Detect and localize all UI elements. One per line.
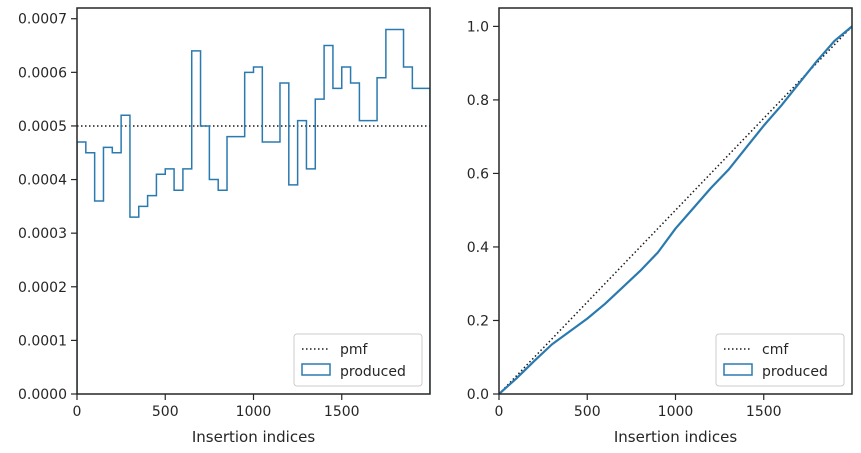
pmf-x-tick-label: 1000 bbox=[236, 404, 272, 420]
pmf-x-axis-label: Insertion indices bbox=[192, 428, 315, 446]
pmf-y-tick-label: 0.0005 bbox=[18, 119, 67, 135]
cmf-legend-box bbox=[715, 333, 845, 387]
cmf-series-group bbox=[499, 25, 852, 394]
cmf-x-tick-label: 0 bbox=[495, 404, 504, 420]
cmf-y-ticks: 0.0 0.2 0.4 0.6 0.8 1.0 bbox=[467, 19, 499, 403]
cmf-legend: cmf produced bbox=[715, 333, 845, 387]
pmf-x-tick-label: 1500 bbox=[324, 404, 360, 420]
cmf-x-axis-label: Insertion indices bbox=[614, 428, 737, 446]
pmf-y-tick-label: 0.0006 bbox=[18, 65, 67, 81]
pmf-x-tick-label: 500 bbox=[152, 404, 179, 420]
pmf-y-tick-label: 0.0001 bbox=[18, 333, 67, 349]
pmf-x-ticks: 0 500 1000 1500 bbox=[73, 394, 360, 420]
cmf-y-tick-label: 0.6 bbox=[467, 166, 489, 182]
cmf-x-tick-label: 1500 bbox=[746, 404, 782, 420]
cmf-x-tick-label: 500 bbox=[574, 404, 601, 420]
cmf-legend-label-cmf: cmf bbox=[762, 342, 789, 358]
cmf-y-tick-label: 0.8 bbox=[467, 93, 489, 109]
pmf-y-tick-label: 0.0004 bbox=[18, 173, 67, 189]
cmf-y-tick-label: 0.0 bbox=[467, 387, 489, 403]
cmf-series-cmf-line bbox=[499, 25, 852, 394]
pmf-legend-box bbox=[293, 333, 423, 387]
cmf-y-tick-label: 0.2 bbox=[467, 313, 489, 329]
pmf-y-tick-label: 0.0000 bbox=[18, 387, 67, 403]
pmf-legend-produced-swatch bbox=[301, 363, 331, 376]
pmf-series-produced-step bbox=[77, 28, 430, 394]
pmf-y-tick-label: 0.0007 bbox=[18, 12, 67, 28]
cmf-chart: 0 500 1000 1500 0.0 0.2 0.4 0.6 0.8 1.0 Insertio… bbox=[467, 7, 853, 446]
pmf-y-ticks: 0.0000 0.0001 0.0002 0.0003 0.0004 0.0005 0.00… bbox=[18, 12, 77, 403]
pmf-y-tick-label: 0.0003 bbox=[18, 226, 67, 242]
cmf-x-tick-label: 1000 bbox=[658, 404, 694, 420]
pmf-plot-area bbox=[77, 28, 430, 394]
cmf-plot-area bbox=[499, 25, 852, 394]
cmf-legend-produced-swatch bbox=[723, 363, 753, 376]
pmf-y-tick-label: 0.0002 bbox=[18, 280, 67, 296]
pmf-series-group bbox=[77, 28, 430, 394]
cmf-x-ticks: 0 500 1000 1500 bbox=[495, 394, 782, 420]
cmf-series-produced-line bbox=[499, 25, 852, 394]
pmf-legend-label-pmf: pmf bbox=[340, 342, 369, 358]
pmf-legend-label-produced: produced bbox=[340, 364, 406, 380]
cmf-y-tick-label: 1.0 bbox=[467, 19, 489, 35]
pmf-legend: pmf produced bbox=[293, 333, 423, 387]
cmf-legend-label-produced: produced bbox=[762, 364, 828, 380]
cmf-y-tick-label: 0.4 bbox=[467, 240, 489, 256]
pmf-x-tick-label: 0 bbox=[73, 404, 82, 420]
pmf-chart: 0 500 1000 1500 0.00000.00010.00020.00030.0… bbox=[18, 7, 431, 446]
